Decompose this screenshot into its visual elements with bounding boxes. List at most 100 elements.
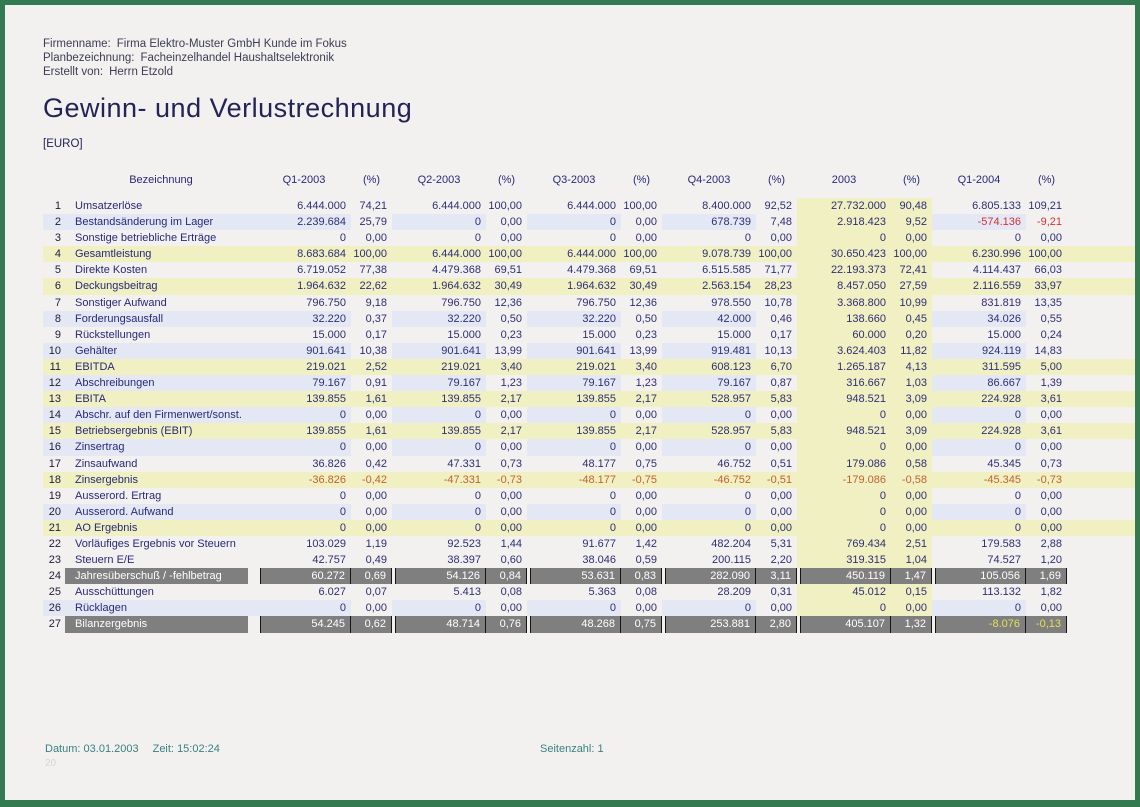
cell-q3-2003: 1.964.632 [567, 280, 616, 293]
table-row: 6 Deckungsbeitrag 1.964.632 22,62 1.964.632 3… [43, 278, 1135, 295]
cell-q1-2003: 6.719.052 [297, 264, 346, 277]
cell-q3-2003-pct: 0,08 [635, 586, 657, 599]
cell-q1-2003: 139.855 [306, 393, 346, 406]
cell-q1-2003: 139.855 [306, 425, 346, 438]
cell-q1-2003: 0 [339, 232, 346, 245]
cell-q2-2003-pct: 2,17 [500, 393, 522, 406]
cell-q1-2003-pct: -0,42 [361, 473, 387, 486]
cell-q1-2003: 0 [339, 489, 346, 502]
cell-q2-2003: 0 [392, 600, 486, 617]
cell-q1-2004-pct: 0,00 [1040, 521, 1062, 534]
erstellt-von-value: Herrn Etzold [109, 66, 173, 78]
cell-q3-2003-pct: 100,00 [623, 200, 657, 212]
cell-q1-2003: -36.826 [308, 473, 346, 486]
row-number: 19 [48, 489, 61, 502]
cell-q1-2004: 6.230.996 [972, 248, 1021, 261]
cell-q2-2003: 139.855 [441, 393, 481, 406]
cell-q3-2003-pct: 1,23 [635, 377, 657, 390]
cell-q1-2004-pct: 0,00 [1040, 505, 1062, 518]
row-label: Zinsaufwand [75, 457, 138, 470]
table-row: 20 Ausserord. Aufwand 0 0,00 0 0,00 0 0,00 0 0,00… [43, 503, 1135, 520]
watermark-text: 20 [45, 758, 57, 769]
cell-q1-2003: 36.826 [312, 457, 346, 470]
cell-q1-2004: 4.114.437 [972, 264, 1021, 277]
cell-q2-2003-pct: 0,00 [500, 441, 522, 454]
cell-q2-2003-pct: 0,84 [486, 568, 527, 585]
meta-line-erstellt-von: Erstellt von: Herrn Etzold [43, 65, 1135, 79]
header-2003-pct: (%) [902, 174, 921, 186]
row-label: AO Ergebnis [75, 521, 138, 534]
cell-2003-pct: 0,15 [891, 584, 932, 601]
cell-q4-2003-pct: 0,00 [770, 409, 792, 422]
row-label: Ausserord. Aufwand [65, 503, 257, 520]
cell-q1-2003: 6.027 [318, 586, 346, 599]
table-row: 26 Rücklagen 0 0,00 0 0,00 0 0,00 0 0,00 0 0,00 0 0,0… [43, 600, 1135, 617]
cell-q4-2003-pct: 71,77 [764, 264, 792, 277]
row-label: Ausserord. Ertrag [75, 489, 162, 502]
cell-q4-2003: 978.550 [711, 296, 751, 309]
cell-2003-pct: 72,41 [891, 262, 932, 279]
cell-2003: 948.521 [846, 393, 886, 406]
cell-q3-2003-pct: 2,17 [635, 425, 657, 438]
table-row: 13 EBITA 139.855 1,61 139.855 2,17 139.855 2,17… [43, 391, 1135, 408]
table-body: 1 Umsatzerlöse 6.444.000 74,21 6.444.000 100,… [43, 198, 1135, 633]
cell-q3-2003-pct: 0,00 [635, 505, 657, 518]
cell-q2-2003: 0 [392, 439, 486, 456]
row-label: Abschr. auf den Firmenwert/sonst. [65, 407, 257, 424]
cell-q1-2004: 924.119 [932, 342, 1026, 359]
cell-q4-2003: 528.957 [711, 425, 751, 438]
cell-q4-2003-pct: 0,31 [770, 586, 792, 599]
cell-2003-pct: 2,51 [891, 535, 932, 553]
table-row: 14 Abschr. auf den Firmenwert/sonst. 0 0,00… [43, 407, 1135, 424]
row-number: 22 [48, 537, 61, 550]
cell-q1-2003-pct: 1,61 [365, 425, 387, 438]
cell-q3-2003-pct: 0,00 [635, 521, 657, 534]
cell-q2-2003: 32.220 [392, 310, 486, 327]
table-row: 9 Rückstellungen 15.000 0,17 15.000 0,23 15.00… [43, 326, 1135, 343]
table-row: 1 Umsatzerlöse 6.444.000 74,21 6.444.000 100,… [43, 198, 1135, 215]
row-number: 21 [48, 521, 61, 534]
cell-q3-2003-pct: 0,23 [635, 328, 657, 341]
cell-2003-pct: 1,47 [891, 568, 932, 585]
cell-q2-2003-pct: 0,60 [500, 554, 522, 567]
cell-q1-2003-pct: 9,18 [365, 296, 387, 309]
row-number: 12 [43, 375, 65, 392]
cell-q3-2003: 0 [527, 600, 621, 617]
cell-2003-pct: 4,13 [905, 360, 927, 373]
cell-q1-2004-pct: 3,61 [1040, 425, 1062, 438]
row-label: Bestandsänderung im Lager [65, 214, 257, 231]
cell-q1-2004-pct: 0,55 [1040, 312, 1062, 325]
cell-q1-2003: 8.683.684 [297, 248, 346, 261]
cell-2003: 0 [797, 439, 891, 456]
cell-q1-2004: 15.000 [987, 328, 1021, 341]
cell-q1-2004: 224.928 [981, 425, 1021, 438]
row-label: Sonstige betriebliche Erträge [75, 232, 217, 245]
cell-q3-2003: 901.641 [527, 342, 621, 359]
cell-2003-pct: 0,58 [891, 455, 932, 472]
cell-q1-2003-pct: 10,38 [359, 344, 387, 357]
cell-q4-2003: 6.515.585 [702, 264, 751, 277]
cell-q2-2003-pct: 100,00 [488, 248, 522, 261]
cell-q3-2003: 0 [609, 489, 616, 502]
cell-q2-2003-pct: 0,00 [500, 521, 522, 534]
row-number: 14 [43, 407, 65, 424]
row-label: Sonstiger Aufwand [75, 296, 167, 309]
cell-q3-2003-pct: -0,75 [631, 473, 657, 486]
row-number: 24 [48, 570, 61, 583]
cell-q3-2003: 139.855 [576, 425, 616, 438]
cell-2003-pct: 3,09 [905, 393, 927, 406]
pnl-table: Bezeichnung Q1-2003 (%) Q2-2003 (%) Q3-2003 (%… [43, 172, 1135, 633]
cell-2003-pct: 0,00 [891, 230, 932, 247]
cell-q2-2003-pct: 0,23 [500, 328, 522, 341]
cell-q4-2003: 0 [662, 407, 756, 424]
cell-q1-2003-pct: 0,49 [365, 554, 387, 567]
row-label: EBITA [75, 393, 106, 406]
cell-2003: 0 [797, 503, 891, 520]
cell-q4-2003-pct: 0,00 [770, 232, 792, 245]
row-label: Zinsertrag [65, 439, 257, 456]
cell-q4-2003-pct: 5,31 [770, 537, 792, 550]
cell-q2-2003-pct: 12,36 [494, 296, 522, 309]
table-row: 8 Forderungsausfall 32.220 0,37 32.220 0,50 32… [43, 310, 1135, 327]
cell-q1-2003-pct: 0,37 [365, 312, 387, 325]
